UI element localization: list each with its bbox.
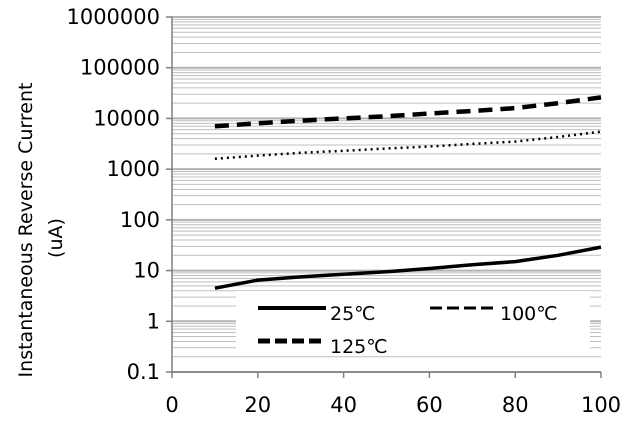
x-tick-label: 20 — [244, 393, 271, 417]
legend-label-solid: 25℃ — [330, 303, 376, 325]
legend: 25℃ 100℃ 125℃ — [236, 291, 590, 358]
y-tick-label: 1 — [147, 309, 160, 333]
y-tick-label: 10000 — [93, 106, 160, 130]
x-tick-labels: 0 20 40 60 80 100 — [165, 393, 621, 417]
y-tick-label: 1000000 — [66, 5, 160, 29]
legend-box — [236, 291, 590, 355]
y-tick-label: 100 — [120, 208, 160, 232]
series-line-solid — [214, 245, 602, 290]
legend-label-dashed: 125℃ — [330, 336, 388, 358]
y-tick-label: 0.1 — [127, 360, 160, 384]
y-tick-labels: 0.1 1 10 100 1000 10000 100000 1000000 — [66, 5, 160, 384]
y-axis-label: Instantaneous Reverse Current — [15, 83, 37, 378]
x-tick-label: 0 — [165, 393, 178, 417]
axes — [166, 16, 602, 378]
x-tick-label: 60 — [416, 393, 443, 417]
data-series — [214, 95, 602, 290]
x-tick-label: 100 — [581, 393, 621, 417]
legend-label-dotted: 100℃ — [500, 303, 558, 325]
y-tick-label: 100000 — [80, 56, 160, 80]
x-tick-label: 40 — [330, 393, 357, 417]
y-tick-label: 1000 — [107, 157, 160, 181]
y-axis-label-unit: (uA) — [45, 218, 67, 258]
series-line-dotted — [214, 130, 602, 161]
y-tick-label: 10 — [133, 259, 160, 283]
x-tick-label: 80 — [502, 393, 529, 417]
series-line-dashed — [214, 95, 602, 129]
